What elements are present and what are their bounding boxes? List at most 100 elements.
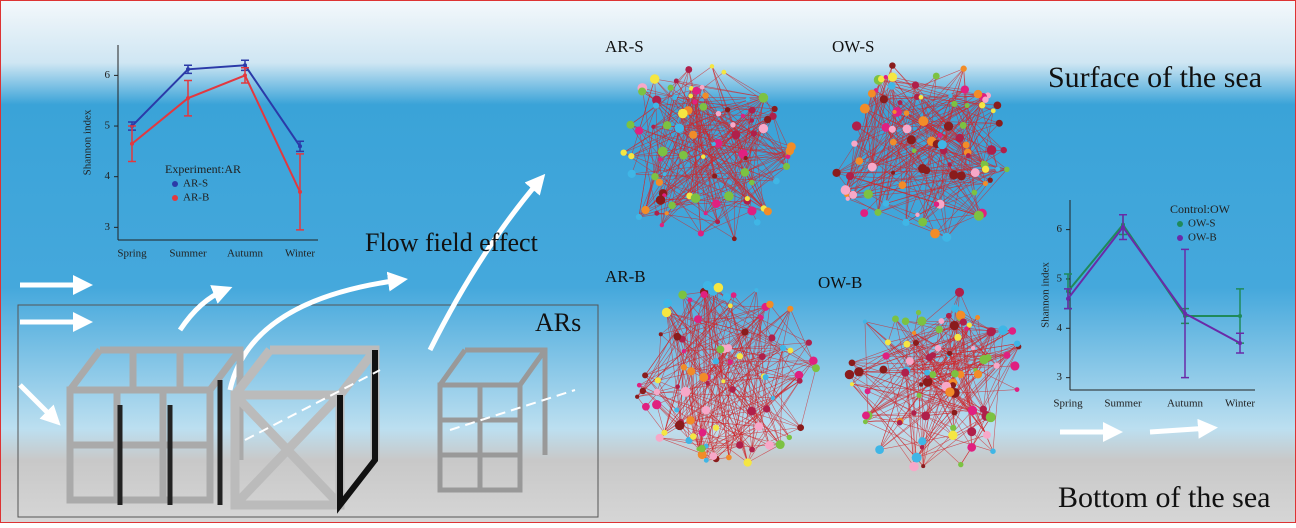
network-node	[1003, 352, 1010, 359]
network-node	[958, 462, 963, 467]
network-node	[728, 303, 733, 308]
network-node	[714, 283, 724, 293]
network-node	[692, 87, 700, 95]
network-node	[918, 116, 928, 126]
network-node	[662, 172, 666, 176]
network-node	[903, 341, 910, 348]
network-node	[946, 313, 952, 319]
network-node	[883, 200, 890, 207]
network-node	[806, 339, 812, 345]
y-axis-label: Shannon index	[82, 109, 94, 175]
network-node	[764, 207, 772, 215]
surface-label: Surface of the sea	[1048, 61, 1262, 94]
network-node	[672, 95, 677, 100]
network-node	[665, 211, 669, 215]
network-node	[635, 127, 643, 135]
network-node	[879, 366, 887, 374]
network-node	[1010, 361, 1019, 370]
network-node	[948, 94, 953, 99]
network-label: AR-B	[605, 267, 646, 286]
network-node	[744, 458, 752, 466]
network-node	[797, 424, 804, 431]
network-node	[881, 123, 890, 132]
network-node	[983, 431, 991, 439]
network-node	[935, 326, 942, 333]
legend-marker	[1177, 221, 1183, 227]
network-node	[990, 448, 996, 454]
network-node	[951, 370, 959, 378]
network-node	[728, 359, 733, 364]
x-tick-label: Summer	[169, 248, 207, 260]
network-node	[759, 353, 766, 360]
network-node	[809, 356, 818, 365]
network-node	[926, 375, 930, 379]
scene: Surface of the sea Bottom of the sea Flo…	[0, 0, 1296, 523]
ars-label: ARs	[535, 308, 581, 337]
network-node	[763, 405, 770, 412]
network-node	[955, 288, 964, 297]
network-node	[675, 421, 685, 431]
network-node	[979, 102, 985, 108]
network-node	[863, 320, 867, 324]
network-node	[909, 462, 919, 472]
network-node	[682, 349, 686, 353]
legend-label: AR-B	[183, 192, 209, 204]
network-node	[701, 291, 708, 298]
network-node	[963, 142, 970, 149]
network-node	[987, 327, 996, 336]
network-node	[637, 383, 642, 388]
point	[1238, 314, 1242, 318]
network-node	[841, 185, 851, 195]
network-node	[689, 131, 697, 139]
network-node	[635, 395, 639, 399]
network-node	[702, 92, 708, 98]
network-node	[747, 206, 756, 215]
network-node	[741, 168, 750, 177]
network-node	[675, 384, 679, 388]
network-node	[710, 64, 714, 68]
network-node	[700, 85, 705, 90]
network-node	[749, 107, 756, 114]
network-node	[759, 124, 768, 133]
network-node	[663, 121, 671, 129]
network-node	[918, 437, 926, 445]
y-tick-label: 4	[1057, 322, 1063, 334]
network-node	[662, 308, 671, 317]
network-node	[747, 407, 756, 416]
network-node	[812, 364, 820, 372]
network-node	[1009, 327, 1017, 335]
network-node	[703, 281, 713, 291]
point	[243, 73, 247, 77]
network-node	[1014, 340, 1020, 346]
network-node	[875, 445, 884, 454]
network-node	[950, 425, 956, 431]
network-node	[938, 318, 944, 324]
network-node	[776, 440, 785, 449]
network-node	[950, 321, 959, 330]
network-node	[942, 233, 951, 242]
network-node	[771, 396, 775, 400]
network-node	[918, 218, 927, 227]
legend-title: Control:OW	[1170, 202, 1231, 216]
network-node	[882, 352, 889, 359]
network-node	[679, 151, 688, 160]
network-node	[974, 90, 982, 98]
network-node	[797, 378, 803, 384]
network-node	[773, 178, 780, 185]
network-node	[916, 310, 921, 315]
network-node	[673, 333, 681, 341]
network-node	[983, 181, 988, 186]
network-node	[731, 130, 740, 139]
network-node	[982, 97, 988, 103]
network-node	[702, 406, 711, 415]
point	[186, 96, 190, 100]
network-node	[758, 314, 762, 318]
network-node	[862, 412, 870, 420]
network-node	[686, 416, 694, 424]
network-node	[699, 103, 707, 111]
network-node	[699, 373, 708, 382]
network-node	[998, 325, 1008, 335]
network-node	[964, 326, 969, 331]
network-node	[967, 443, 976, 452]
network-node	[890, 139, 897, 146]
